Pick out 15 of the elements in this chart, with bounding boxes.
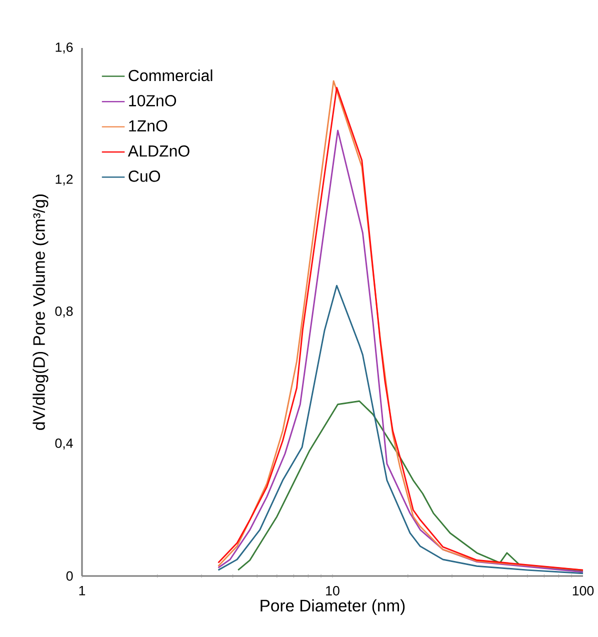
legend-label: ALDZnO	[128, 145, 190, 157]
y-tick-label: 0,4	[55, 438, 73, 450]
y-tick-label: 0,8	[55, 306, 73, 318]
x-tick-label: 1	[79, 586, 86, 596]
legend-label: 10ZnO	[129, 95, 176, 106]
legend-label: Commercial	[128, 69, 212, 82]
y-tick-label: 0	[66, 571, 73, 581]
y-tick-label: 1,6	[56, 42, 73, 54]
y-tick-label: 1,2	[56, 174, 73, 186]
y-axis-title: dV/dlog(D) Pore Volume (cm³/g)	[32, 194, 48, 430]
x-axis-title: Pore Diameter (nm)	[260, 599, 405, 615]
legend-label: CuO	[128, 170, 160, 182]
legend-label: 1ZnO	[129, 120, 168, 132]
x-tick-label: 10	[326, 586, 340, 596]
x-tick-label: 100	[572, 586, 594, 596]
